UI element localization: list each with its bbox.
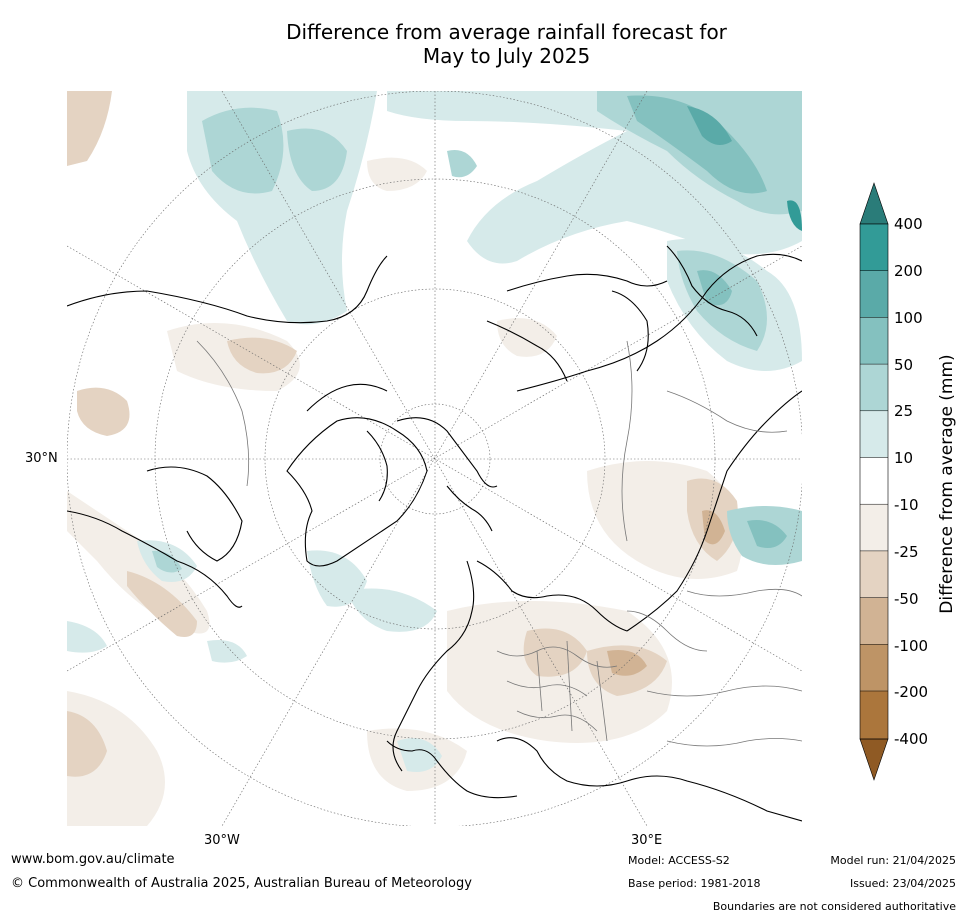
graticule xyxy=(67,91,802,826)
footer-disclaimer: Boundaries are not considered authoritat… xyxy=(712,900,956,913)
map-title-line2: May to July 2025 xyxy=(422,44,591,68)
colorbar-band-m50-m25 xyxy=(860,550,888,598)
longitude-label-30w: 30°W xyxy=(204,833,240,848)
colorbar-band-m200-m100 xyxy=(860,644,888,691)
colorbar-tick-400: 400 xyxy=(894,215,923,233)
colorbar-band-m400-m200 xyxy=(860,691,888,739)
colorbar-tick-m10: -10 xyxy=(894,496,919,514)
footer-url: www.bom.gov.au/climate xyxy=(11,852,175,867)
footer-model-run: Model run: 21/04/2025 xyxy=(830,854,956,867)
colorbar-band-neutral xyxy=(860,457,888,505)
colorbar-tick-100: 100 xyxy=(894,309,923,327)
colorbar-band-m25-m10 xyxy=(860,504,888,551)
colorbar-band-100-200 xyxy=(860,270,888,318)
wet-anomaly-areas xyxy=(67,91,802,772)
colorbar-over-arrow xyxy=(859,182,889,225)
colorbar-tick-m200: -200 xyxy=(894,683,929,701)
footer-model: Model: ACCESS-S2 xyxy=(628,854,730,867)
colorbar-tick-m50: -50 xyxy=(894,590,919,608)
coastlines xyxy=(67,245,802,822)
country-boundaries xyxy=(196,340,802,747)
colorbar xyxy=(858,180,898,785)
colorbar-band-200-400 xyxy=(860,224,888,271)
colorbar-tick-200: 200 xyxy=(894,262,923,280)
colorbar-band-25-50 xyxy=(860,364,888,411)
colorbar-tick-m100: -100 xyxy=(894,637,929,655)
colorbar-band-50-100 xyxy=(860,317,888,365)
colorbar-tick-m25: -25 xyxy=(894,543,919,561)
latitude-label-30n: 30°N xyxy=(25,451,58,466)
polar-map xyxy=(67,91,802,826)
colorbar-tick-10: 10 xyxy=(894,449,914,467)
dry-anomaly-areas xyxy=(67,91,802,826)
footer-issued: Issued: 23/04/2025 xyxy=(849,877,956,890)
colorbar-tick-50: 50 xyxy=(894,356,914,374)
colorbar-tick-m400: -400 xyxy=(894,730,929,748)
colorbar-under-arrow xyxy=(859,738,889,781)
footer-copyright: © Commonwealth of Australia 2025, Austra… xyxy=(11,876,472,891)
longitude-label-30e: 30°E xyxy=(631,833,663,848)
map-title: Difference from average rainfall forecas… xyxy=(0,20,965,68)
colorbar-band-m100-m50 xyxy=(860,597,888,645)
colorbar-tick-25: 25 xyxy=(894,402,914,420)
map-title-line1: Difference from average rainfall forecas… xyxy=(286,20,727,44)
colorbar-band-10-25 xyxy=(860,410,888,458)
footer-base-period: Base period: 1981-2018 xyxy=(628,877,761,890)
colorbar-title: Difference from average (mm) xyxy=(937,354,957,614)
